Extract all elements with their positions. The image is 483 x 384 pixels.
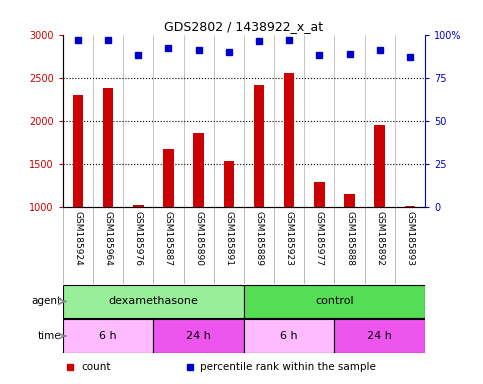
Bar — [314, 182, 325, 207]
Text: GSM185923: GSM185923 — [284, 211, 294, 266]
Text: control: control — [315, 296, 354, 306]
Bar — [284, 73, 295, 207]
Text: GSM185891: GSM185891 — [224, 211, 233, 266]
Bar — [254, 85, 264, 207]
Bar — [374, 125, 385, 207]
Bar — [133, 205, 143, 207]
Text: GSM185977: GSM185977 — [315, 211, 324, 266]
Bar — [72, 95, 83, 207]
Bar — [244, 319, 334, 353]
Bar — [244, 285, 425, 318]
Bar — [344, 194, 355, 207]
Text: GSM185889: GSM185889 — [255, 211, 264, 266]
Text: time: time — [38, 331, 62, 341]
Text: GSM185924: GSM185924 — [73, 211, 83, 266]
Bar — [103, 88, 114, 207]
Text: GSM185888: GSM185888 — [345, 211, 354, 266]
Text: 6 h: 6 h — [99, 331, 117, 341]
Bar — [154, 319, 244, 353]
Text: 24 h: 24 h — [367, 331, 392, 341]
Title: GDS2802 / 1438922_x_at: GDS2802 / 1438922_x_at — [164, 20, 324, 33]
Text: 6 h: 6 h — [281, 331, 298, 341]
Text: agent: agent — [31, 296, 62, 306]
Bar — [334, 319, 425, 353]
Text: GSM185893: GSM185893 — [405, 211, 414, 266]
Bar — [224, 161, 234, 207]
Text: dexamethasone: dexamethasone — [108, 296, 199, 306]
Bar — [63, 319, 154, 353]
Bar — [63, 285, 244, 318]
Bar — [405, 206, 415, 207]
Bar — [193, 133, 204, 207]
Text: count: count — [81, 361, 111, 372]
Text: 24 h: 24 h — [186, 331, 211, 341]
Text: GSM185890: GSM185890 — [194, 211, 203, 266]
Bar — [163, 149, 174, 207]
Text: GSM185892: GSM185892 — [375, 211, 384, 266]
Text: percentile rank within the sample: percentile rank within the sample — [200, 361, 376, 372]
Text: GSM185964: GSM185964 — [103, 211, 113, 266]
Text: GSM185976: GSM185976 — [134, 211, 143, 266]
Text: GSM185887: GSM185887 — [164, 211, 173, 266]
